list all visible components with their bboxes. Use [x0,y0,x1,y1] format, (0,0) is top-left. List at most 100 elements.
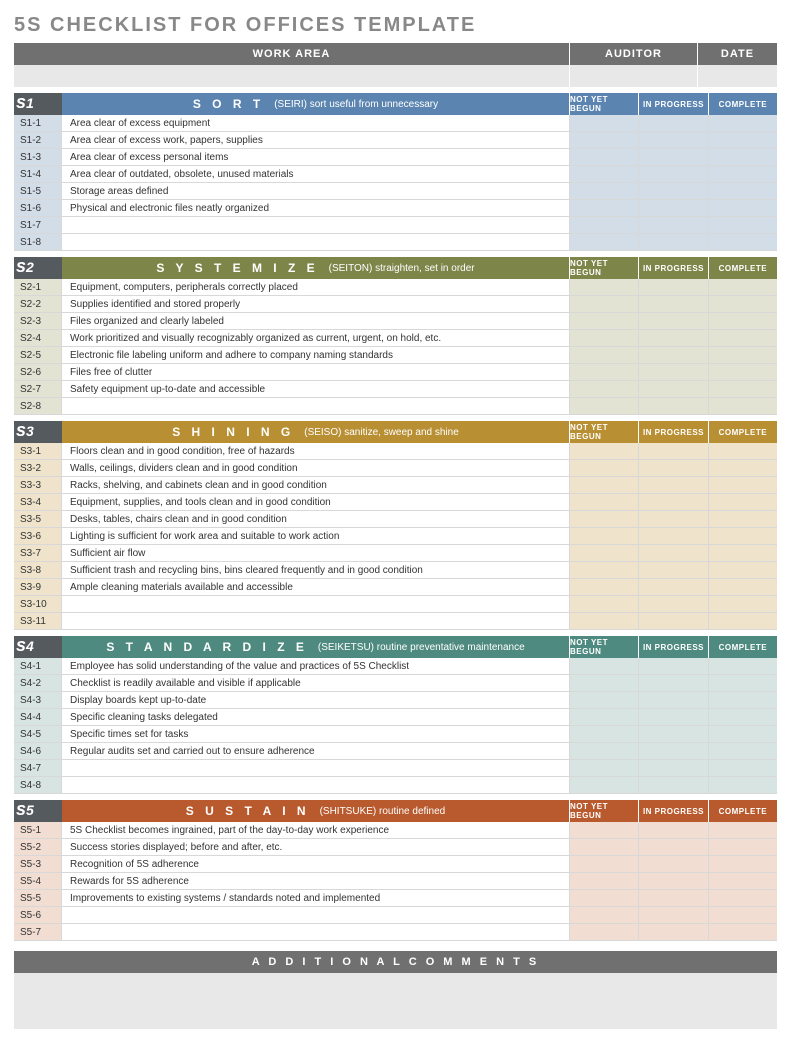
status-cell[interactable] [570,760,639,776]
status-cell[interactable] [570,460,639,476]
status-cell[interactable] [639,658,708,674]
additional-body[interactable] [14,973,777,1029]
status-cell[interactable] [709,890,777,906]
status-cell[interactable] [570,675,639,691]
status-cell[interactable] [639,777,708,793]
status-cell[interactable] [639,726,708,742]
status-cell[interactable] [570,528,639,544]
status-cell[interactable] [639,675,708,691]
status-cell[interactable] [709,347,777,363]
status-cell[interactable] [709,330,777,346]
status-cell[interactable] [709,545,777,561]
status-cell[interactable] [709,873,777,889]
status-cell[interactable] [570,296,639,312]
status-cell[interactable] [639,279,708,295]
status-cell[interactable] [639,443,708,459]
status-cell[interactable] [709,856,777,872]
status-cell[interactable] [570,398,639,414]
status-cell[interactable] [570,149,639,165]
status-cell[interactable] [639,398,708,414]
status-cell[interactable] [709,460,777,476]
status-cell[interactable] [570,330,639,346]
status-cell[interactable] [639,709,708,725]
status-cell[interactable] [639,511,708,527]
status-cell[interactable] [570,692,639,708]
work-area-input[interactable] [14,65,570,87]
status-cell[interactable] [570,562,639,578]
status-cell[interactable] [639,330,708,346]
status-cell[interactable] [570,477,639,493]
status-cell[interactable] [570,494,639,510]
status-cell[interactable] [570,907,639,923]
status-cell[interactable] [570,217,639,233]
status-cell[interactable] [570,777,639,793]
status-cell[interactable] [639,545,708,561]
status-cell[interactable] [570,924,639,940]
status-cell[interactable] [570,364,639,380]
status-cell[interactable] [639,296,708,312]
status-cell[interactable] [570,579,639,595]
status-cell[interactable] [709,839,777,855]
status-cell[interactable] [639,460,708,476]
status-cell[interactable] [709,743,777,759]
status-cell[interactable] [639,907,708,923]
status-cell[interactable] [639,579,708,595]
status-cell[interactable] [709,924,777,940]
status-cell[interactable] [570,115,639,131]
status-cell[interactable] [709,115,777,131]
status-cell[interactable] [570,822,639,838]
status-cell[interactable] [639,562,708,578]
status-cell[interactable] [570,726,639,742]
status-cell[interactable] [709,658,777,674]
status-cell[interactable] [639,381,708,397]
status-cell[interactable] [709,132,777,148]
status-cell[interactable] [570,200,639,216]
status-cell[interactable] [709,217,777,233]
date-input[interactable] [698,65,777,87]
status-cell[interactable] [709,596,777,612]
status-cell[interactable] [570,743,639,759]
status-cell[interactable] [639,613,708,629]
status-cell[interactable] [709,760,777,776]
status-cell[interactable] [570,856,639,872]
status-cell[interactable] [570,234,639,250]
status-cell[interactable] [709,692,777,708]
status-cell[interactable] [639,313,708,329]
status-cell[interactable] [709,511,777,527]
status-cell[interactable] [639,692,708,708]
status-cell[interactable] [709,313,777,329]
status-cell[interactable] [570,596,639,612]
status-cell[interactable] [709,613,777,629]
status-cell[interactable] [639,839,708,855]
status-cell[interactable] [639,596,708,612]
status-cell[interactable] [709,296,777,312]
status-cell[interactable] [709,398,777,414]
status-cell[interactable] [570,183,639,199]
status-cell[interactable] [709,234,777,250]
status-cell[interactable] [639,743,708,759]
status-cell[interactable] [639,528,708,544]
status-cell[interactable] [570,709,639,725]
status-cell[interactable] [709,494,777,510]
status-cell[interactable] [570,613,639,629]
status-cell[interactable] [639,890,708,906]
status-cell[interactable] [639,760,708,776]
status-cell[interactable] [570,545,639,561]
status-cell[interactable] [570,313,639,329]
status-cell[interactable] [709,200,777,216]
status-cell[interactable] [709,279,777,295]
status-cell[interactable] [639,115,708,131]
status-cell[interactable] [709,183,777,199]
status-cell[interactable] [639,234,708,250]
status-cell[interactable] [570,839,639,855]
status-cell[interactable] [709,675,777,691]
status-cell[interactable] [639,183,708,199]
status-cell[interactable] [709,381,777,397]
status-cell[interactable] [570,381,639,397]
status-cell[interactable] [639,364,708,380]
status-cell[interactable] [570,166,639,182]
status-cell[interactable] [639,132,708,148]
status-cell[interactable] [709,149,777,165]
status-cell[interactable] [639,873,708,889]
status-cell[interactable] [709,579,777,595]
